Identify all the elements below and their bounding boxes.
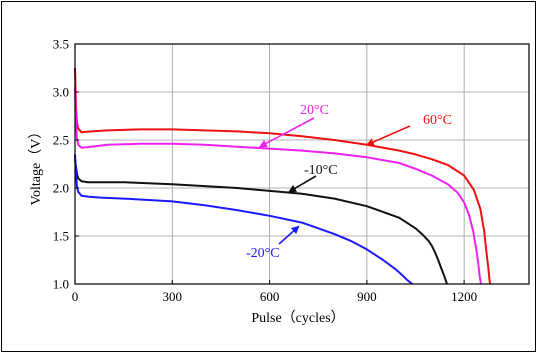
annotation-label: -20°C <box>246 246 280 261</box>
annotation-arrow <box>288 175 317 193</box>
y-tick-label: 3.5 <box>53 37 69 52</box>
axis-ticks: 0 300 600 900 1200 1.0 1.5 2.0 2.5 3.0 3.5 <box>53 37 477 305</box>
y-tick-label: 2.5 <box>53 133 69 148</box>
series-line <box>74 159 448 285</box>
annotation-label: -10°C <box>304 163 338 178</box>
x-tick-label: 0 <box>72 289 79 304</box>
y-tick-label: 2.0 <box>53 181 69 196</box>
y-axis-label: Voltage（V） <box>28 125 44 206</box>
series-line <box>74 87 482 285</box>
annotations: 60°C 20°C -10°C -20°C <box>246 103 452 261</box>
series-lines <box>74 67 492 285</box>
x-tick-label: 900 <box>357 289 377 304</box>
plot-area <box>74 43 530 285</box>
gridlines <box>75 44 529 284</box>
y-tick-label: 1.0 <box>53 277 69 292</box>
annotation-arrow <box>278 225 300 245</box>
series-line <box>74 67 492 285</box>
x-tick-label: 1200 <box>451 289 477 304</box>
annotation-label: 20°C <box>300 103 329 118</box>
annotation-label: 60°C <box>423 113 452 128</box>
annotation-arrow <box>258 117 315 148</box>
x-tick-label: 300 <box>163 289 183 304</box>
x-tick-label: 600 <box>260 289 280 304</box>
y-tick-label: 1.5 <box>53 229 69 244</box>
series-line <box>74 154 413 285</box>
y-tick-label: 3.0 <box>53 85 69 100</box>
x-axis-label: Pulse（cycles） <box>251 310 344 326</box>
annotation-arrow <box>365 125 411 146</box>
